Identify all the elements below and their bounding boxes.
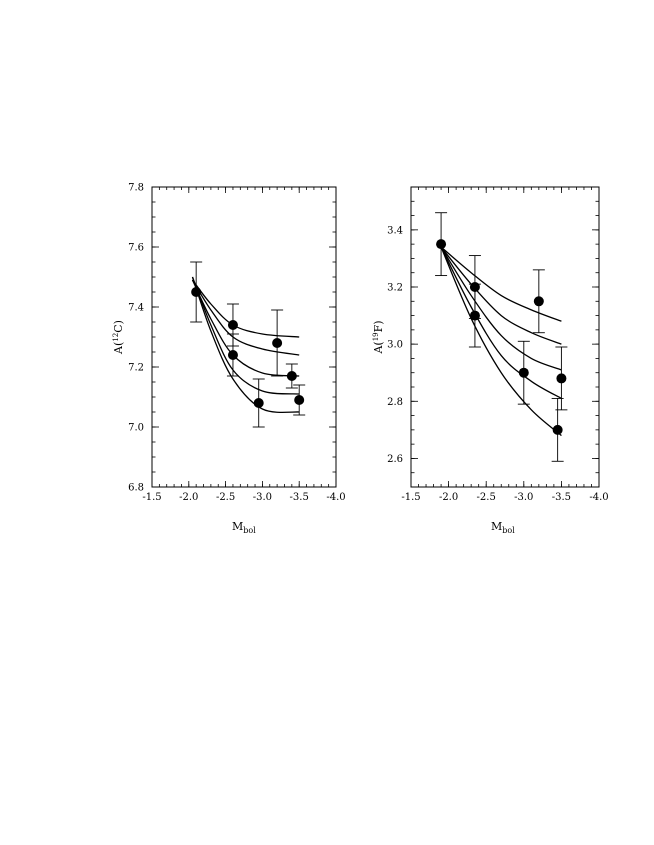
x-tick-label: -1.5 — [401, 492, 420, 503]
plot-frame — [151, 186, 337, 488]
y-tick-label: 2.8 — [387, 397, 403, 408]
data-point — [556, 373, 567, 384]
data-point — [227, 320, 238, 330]
y-tick-label: 6.8 — [128, 483, 144, 494]
y-tick-label: 7.8 — [128, 183, 144, 194]
y-tick-label: 7.2 — [128, 363, 144, 374]
panel-fluorine: -1.5 -2.0 -2.5 -3.0 -3.5 -4.0 2.6 2.8 3.0 3.2 3.4… — [372, 186, 609, 535]
x-tick-label: -3.5 — [552, 492, 571, 503]
data-point — [533, 296, 544, 307]
x-tick-label: -1.5 — [142, 492, 161, 503]
tick-marks — [151, 186, 337, 488]
data-points — [436, 239, 567, 435]
data-point — [286, 371, 297, 381]
model-curve — [191, 279, 300, 338]
y-tick-label: 2.6 — [387, 454, 403, 465]
data-point — [294, 395, 305, 405]
x-axis-label: Mbol — [491, 520, 515, 535]
model-curve — [440, 246, 562, 399]
model-curves — [440, 246, 562, 437]
x-tick-label: -2.5 — [216, 492, 235, 503]
x-tick-label: -3.5 — [290, 492, 309, 503]
y-axis-label: A(12C) — [112, 320, 125, 355]
y-axis-label: A(19F) — [372, 320, 385, 354]
data-points — [191, 287, 305, 408]
data-point — [469, 310, 480, 321]
model-curve — [440, 246, 562, 322]
x-tick-label: -3.0 — [514, 492, 533, 503]
model-curve — [440, 246, 562, 345]
y-tick-label: 3.2 — [387, 283, 403, 294]
x-tick-label: -3.0 — [253, 492, 272, 503]
y-tick-labels: 2.6 2.8 3.0 3.2 3.4 — [387, 225, 403, 465]
data-point — [436, 239, 447, 250]
x-tick-label: -4.0 — [326, 492, 345, 503]
x-tick-label: -2.0 — [179, 492, 198, 503]
panel-carbon: -1.5 -2.0 -2.5 -3.0 -3.5 -4.0 6.8 7.0 7.2 7.4 7.6… — [112, 183, 346, 536]
x-axis-label: Mbol — [232, 520, 256, 535]
model-curve — [440, 246, 562, 371]
model-curve — [440, 246, 562, 437]
tick-marks — [410, 186, 600, 488]
x-tick-labels: -1.5 -2.0 -2.5 -3.0 -3.5 -4.0 — [142, 492, 345, 503]
x-tick-label: -4.0 — [589, 492, 608, 503]
y-tick-label: 7.0 — [128, 423, 144, 434]
data-point — [272, 338, 283, 348]
y-tick-labels: 6.8 7.0 7.2 7.4 7.6 7.8 — [128, 183, 144, 494]
data-point — [253, 398, 264, 408]
x-tick-labels: -1.5 -2.0 -2.5 -3.0 -3.5 -4.0 — [401, 492, 608, 503]
y-tick-label: 3.4 — [387, 225, 403, 236]
model-curve — [191, 279, 300, 356]
x-tick-label: -2.0 — [439, 492, 458, 503]
y-tick-label: 7.6 — [128, 243, 144, 254]
model-curve — [191, 279, 300, 377]
data-point — [552, 424, 563, 435]
data-point — [227, 350, 238, 360]
plot-frame — [410, 186, 600, 488]
data-point — [469, 282, 480, 292]
model-curves — [191, 276, 300, 414]
data-point — [191, 287, 202, 297]
x-tick-label: -2.5 — [477, 492, 496, 503]
model-curve — [191, 276, 300, 414]
y-tick-label: 3.0 — [387, 340, 403, 351]
y-tick-label: 7.4 — [128, 303, 144, 314]
data-point — [518, 367, 529, 378]
